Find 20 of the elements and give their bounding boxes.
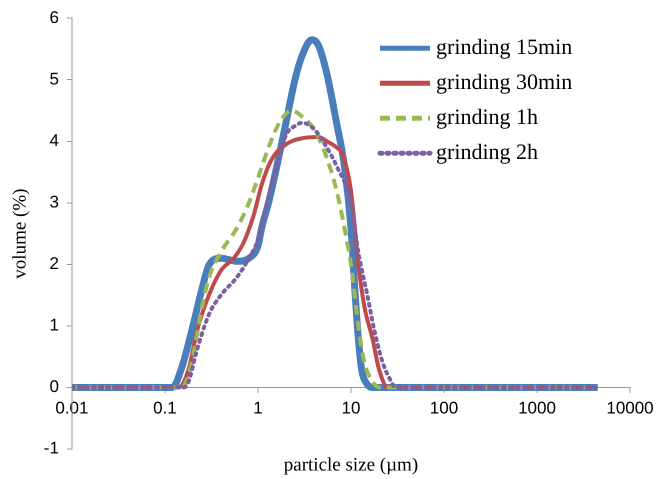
legend-label: grinding 2h: [436, 138, 538, 164]
y-tick-label: 4: [49, 130, 59, 150]
x-tick-label: 0.1: [153, 398, 177, 418]
x-tick-label: 1: [253, 398, 263, 418]
x-tick-label: 10: [341, 398, 360, 418]
y-tick-label: 1: [49, 316, 59, 335]
x-tick-label: 1000: [518, 398, 556, 418]
x-tick-label: 10000: [606, 398, 654, 418]
y-axis-title: volume (%): [9, 188, 30, 279]
x-tick-label: 100: [430, 398, 458, 418]
legend-label: grinding 30min: [436, 68, 572, 94]
y-tick-label: 6: [49, 8, 59, 27]
y-tick-label: 2: [49, 254, 59, 274]
y-tick-label: 3: [49, 192, 59, 212]
y-tick-label: 0: [49, 377, 59, 396]
y-tick-label: 5: [49, 69, 59, 88]
y-tick-label: -1: [44, 438, 59, 458]
x-axis-title: particle size (µm): [284, 454, 418, 476]
legend-label: grinding 1h: [436, 104, 538, 129]
legend-label: grinding 15min: [436, 34, 572, 59]
